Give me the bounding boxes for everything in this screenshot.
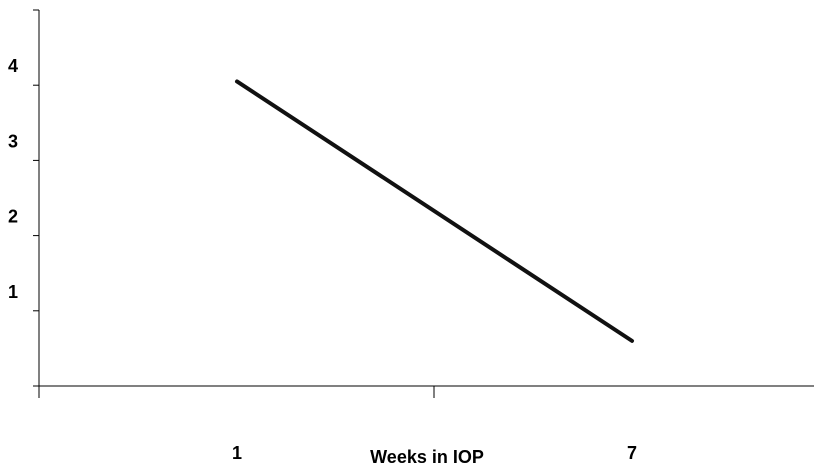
x-tick-label: 1 — [232, 443, 242, 463]
x-tick-label: 7 — [627, 443, 637, 463]
y-tick-label: 5 — [8, 0, 18, 1]
y-axis-ticks: 1 2 3 4 5 — [8, 0, 39, 387]
y-tick-label: 2 — [8, 207, 18, 227]
y-tick-label: 1 — [8, 282, 18, 302]
series-layer — [235, 79, 634, 343]
axes — [38, 10, 814, 398]
x-axis-title: Weeks in IOP — [370, 447, 484, 467]
y-tick-label: 3 — [8, 131, 18, 151]
series-line — [235, 79, 634, 343]
y-tick-label: 4 — [8, 56, 18, 76]
